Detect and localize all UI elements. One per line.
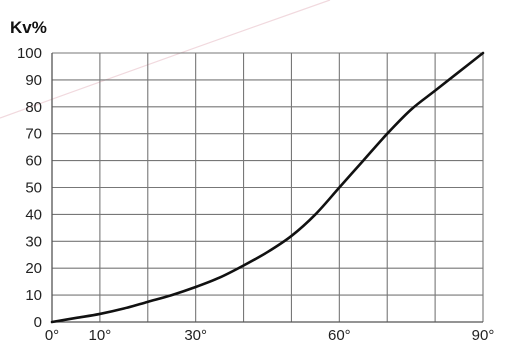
y-tick-label-0: 0 [34, 314, 42, 331]
x-tick-label-9: 90° [472, 327, 495, 344]
y-tick-label-1: 10 [25, 287, 42, 304]
series-layer [50, 51, 485, 324]
y-tick-label-3: 30 [25, 233, 42, 250]
x-tick-label-1: 10° [89, 327, 112, 344]
y-axis-label: Kv% [10, 18, 47, 37]
x-tick-label-3: 30° [184, 327, 207, 344]
y-tick-labels: 0 10 20 30 40 50 60 70 80 90 100 [17, 45, 42, 331]
x-tick-label-6: 60° [328, 327, 351, 344]
x-tick-labels: 0° 10° 30° 60° 90° [45, 327, 495, 344]
y-tick-label-9: 90 [25, 72, 42, 89]
series-line-0 [50, 51, 485, 324]
x-tick-label-0: 0° [45, 327, 59, 344]
background-decorative-curve [0, 0, 331, 119]
y-tick-label-4: 40 [25, 206, 42, 223]
y-tick-label-6: 60 [25, 153, 42, 170]
y-tick-label-8: 80 [25, 99, 42, 116]
y-tick-label-2: 20 [25, 260, 42, 277]
grid-lines [52, 52, 484, 322]
y-tick-label-10: 100 [17, 45, 42, 62]
y-tick-label-5: 50 [25, 180, 42, 197]
y-tick-label-7: 70 [25, 126, 42, 143]
axes [51, 53, 483, 323]
